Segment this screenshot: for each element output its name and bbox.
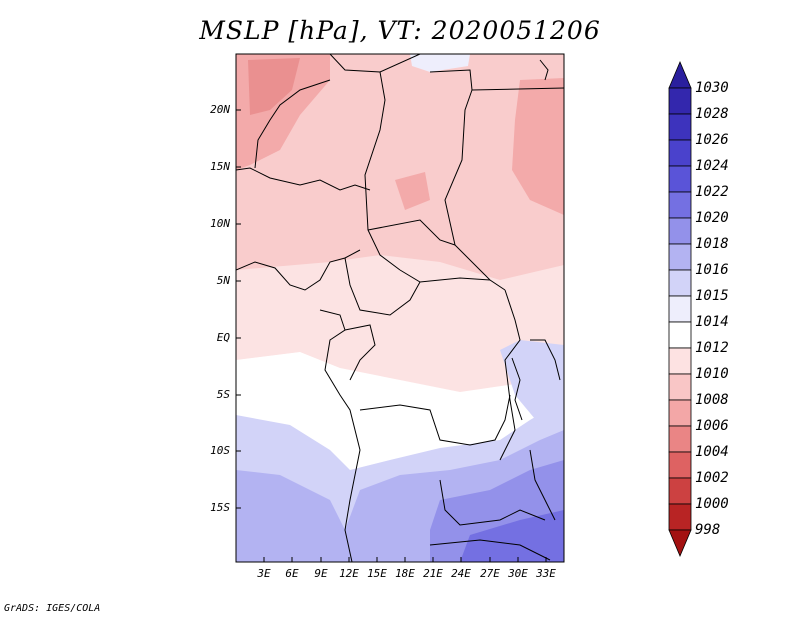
colorbar-label: 1024 <box>695 158 729 174</box>
border-line <box>344 257 421 316</box>
lon-label: 15E <box>367 567 387 580</box>
border-line <box>530 339 561 381</box>
border-line <box>499 289 521 461</box>
grads-credit: GrADS: IGES/COLA <box>4 603 101 614</box>
borders <box>236 54 564 562</box>
lon-label: 6E <box>285 567 299 580</box>
colorbar-label: 1002 <box>695 470 729 486</box>
colorbar-label: 1022 <box>695 184 729 200</box>
border-line <box>254 79 331 169</box>
lon-label: 21E <box>423 567 443 580</box>
lon-label: 24E <box>451 567 471 580</box>
field-1008-east <box>512 78 564 215</box>
lon-label: 12E <box>339 567 359 580</box>
lon-label: 30E <box>508 567 528 580</box>
colorbar-label: 1010 <box>695 366 729 382</box>
coastline <box>319 309 361 562</box>
lon-label: 3E <box>257 567 271 580</box>
colorbar-label: 1012 <box>695 340 729 356</box>
lat-label: 15S <box>210 501 230 514</box>
border-line <box>329 54 401 271</box>
border-line <box>529 449 556 521</box>
colorbar-label: 1015 <box>695 288 729 304</box>
lon-label: 33E <box>536 567 556 580</box>
field-1015-lakes <box>500 340 564 425</box>
lat-label: 10S <box>210 444 230 457</box>
colorbar-label: 998 <box>695 522 721 538</box>
border-line <box>379 54 421 73</box>
colorbar-bottom-arrow <box>668 529 692 558</box>
border-line <box>236 167 371 191</box>
map-title: MSLP [hPa], VT: 2020051206 <box>199 16 601 45</box>
border-line <box>236 249 361 291</box>
lon-label: 18E <box>395 567 415 580</box>
lat-label: 15N <box>210 160 230 173</box>
colorbar-label: 1016 <box>695 262 729 278</box>
colorbar-top-arrow <box>668 60 692 89</box>
lat-label: 5N <box>216 274 230 287</box>
lat-label: EQ <box>216 331 230 344</box>
border-line <box>471 87 564 91</box>
border-line <box>344 324 376 381</box>
field-1010-north <box>236 54 564 280</box>
border-line <box>439 479 546 526</box>
border-line <box>359 394 511 446</box>
border-line <box>399 269 491 283</box>
colorbar-label: 1028 <box>695 106 729 122</box>
colorbar-label: 1008 <box>695 392 729 408</box>
border-line <box>429 69 506 291</box>
field-1006-west <box>248 58 300 115</box>
lon-label: 27E <box>480 567 500 580</box>
field-1014-top <box>410 54 470 72</box>
field-1008-centre <box>395 172 430 210</box>
colorbar-label: 1026 <box>695 132 729 148</box>
lake-shore <box>511 357 523 421</box>
lon-label: 9E <box>314 567 328 580</box>
coastline <box>539 59 549 81</box>
lon-ticks <box>263 557 547 562</box>
colorbar-label: 1000 <box>695 496 729 512</box>
field-1022-south <box>460 510 564 562</box>
lat-label: 5S <box>216 388 230 401</box>
colorbar <box>668 60 692 558</box>
colorbar-label: 1014 <box>695 314 729 330</box>
colorbar-label: 1006 <box>695 418 729 434</box>
colorbar-label: 1018 <box>695 236 729 252</box>
colorbar-label: 1004 <box>695 444 729 460</box>
colorbar-label: 1020 <box>695 210 729 226</box>
map-frame <box>235 53 565 563</box>
lat-label: 20N <box>210 103 230 116</box>
colorbar-label: 1030 <box>695 80 729 96</box>
border-line <box>367 219 456 246</box>
lat-ticks <box>236 109 241 509</box>
lat-label: 10N <box>210 217 230 230</box>
border-line <box>429 539 551 561</box>
